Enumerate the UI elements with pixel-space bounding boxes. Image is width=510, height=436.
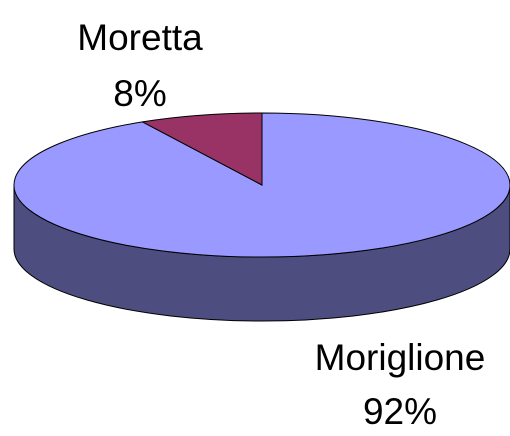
value-label: 92% [363,391,437,432]
slice-label: Moriglione [315,337,486,378]
slice-label: Moretta [77,17,203,58]
value-label: 8% [113,73,166,114]
slice [140,112,263,186]
pie [13,112,510,322]
